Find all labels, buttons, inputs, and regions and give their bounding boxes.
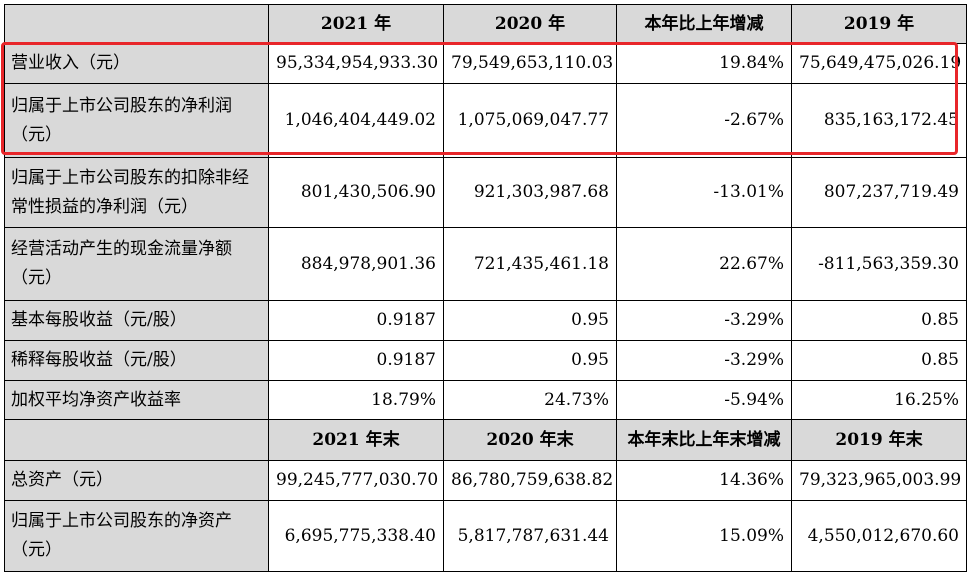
cell-value: 6,695,775,338.40	[268, 500, 444, 572]
cell-value: 0.9187	[268, 300, 444, 341]
financial-summary-table: 2021 年 2020 年 本年比上年增减 2019 年 营业收入（元） 95,…	[4, 4, 967, 572]
cell-value: 19.84%	[616, 43, 792, 84]
header-row-year-end: 2021 年末 2020 年末 本年末比上年末增减 2019 年末	[4, 419, 967, 461]
table-row: 营业收入（元） 95,334,954,933.30 79,549,653,110…	[4, 43, 967, 84]
cell-value: 0.95	[443, 300, 617, 341]
row-label: 基本每股收益（元/股）	[4, 300, 269, 341]
header-2021: 2021 年	[268, 4, 444, 44]
table-row: 归属于上市公司股东的扣除非经常性损益的净利润（元） 801,430,506.90…	[4, 157, 967, 228]
row-label: 归属于上市公司股东的净利润（元）	[4, 83, 269, 158]
header-change: 本年比上年增减	[616, 4, 792, 44]
cell-value: 1,046,404,449.02	[268, 83, 444, 158]
table-row: 归属于上市公司股东的净资产（元） 6,695,775,338.40 5,817,…	[4, 500, 967, 572]
cell-value: 22.67%	[616, 227, 792, 301]
cell-value: 921,303,987.68	[443, 157, 617, 228]
row-label: 经营活动产生的现金流量净额（元）	[4, 227, 269, 301]
header-corner	[4, 4, 269, 44]
table-row: 加权平均净资产收益率 18.79% 24.73% -5.94% 16.25%	[4, 380, 967, 420]
cell-value: 79,549,653,110.03	[443, 43, 617, 84]
table-row: 归属于上市公司股东的净利润（元） 1,046,404,449.02 1,075,…	[4, 83, 967, 158]
cell-value: 18.79%	[268, 380, 444, 420]
cell-value: -13.01%	[616, 157, 792, 228]
cell-value: 24.73%	[443, 380, 617, 420]
cell-value: 1,075,069,047.77	[443, 83, 617, 158]
table-row: 经营活动产生的现金流量净额（元） 884,978,901.36 721,435,…	[4, 227, 967, 301]
cell-value: -5.94%	[616, 380, 792, 420]
header-2019-end: 2019 年末	[791, 419, 967, 461]
cell-value: 15.09%	[616, 500, 792, 572]
cell-value: 807,237,719.49	[791, 157, 967, 228]
cell-value: 99,245,777,030.70	[268, 460, 444, 501]
cell-value: 0.85	[791, 340, 967, 381]
cell-value: 5,817,787,631.44	[443, 500, 617, 572]
cell-value: 4,550,012,670.60	[791, 500, 967, 572]
header-2019: 2019 年	[791, 4, 967, 44]
cell-value: -3.29%	[616, 340, 792, 381]
header-2021-end: 2021 年末	[268, 419, 444, 461]
cell-value: 16.25%	[791, 380, 967, 420]
cell-value: 86,780,759,638.82	[443, 460, 617, 501]
cell-value: 801,430,506.90	[268, 157, 444, 228]
row-label: 稀释每股收益（元/股）	[4, 340, 269, 381]
row-label: 营业收入（元）	[4, 43, 269, 84]
cell-value: 14.36%	[616, 460, 792, 501]
header-corner-2	[4, 419, 269, 461]
header-2020-end: 2020 年末	[443, 419, 617, 461]
cell-value: -2.67%	[616, 83, 792, 158]
cell-value: 884,978,901.36	[268, 227, 444, 301]
cell-value: 721,435,461.18	[443, 227, 617, 301]
table-row: 稀释每股收益（元/股） 0.9187 0.95 -3.29% 0.85	[4, 340, 967, 381]
row-label: 加权平均净资产收益率	[4, 380, 269, 420]
cell-value: -811,563,359.30	[791, 227, 967, 301]
cell-value: 0.9187	[268, 340, 444, 381]
cell-value: 0.85	[791, 300, 967, 341]
row-label: 归属于上市公司股东的净资产（元）	[4, 500, 269, 572]
row-label: 归属于上市公司股东的扣除非经常性损益的净利润（元）	[4, 157, 269, 228]
cell-value: 0.95	[443, 340, 617, 381]
cell-value: 835,163,172.45	[791, 83, 967, 158]
header-row-year: 2021 年 2020 年 本年比上年增减 2019 年	[4, 4, 967, 44]
table-row: 基本每股收益（元/股） 0.9187 0.95 -3.29% 0.85	[4, 300, 967, 341]
header-change-end: 本年末比上年末增减	[616, 419, 792, 461]
row-label: 总资产（元）	[4, 460, 269, 501]
cell-value: 95,334,954,933.30	[268, 43, 444, 84]
table-row: 总资产（元） 99,245,777,030.70 86,780,759,638.…	[4, 460, 967, 501]
header-2020: 2020 年	[443, 4, 617, 44]
cell-value: -3.29%	[616, 300, 792, 341]
cell-value: 79,323,965,003.99	[791, 460, 967, 501]
cell-value: 75,649,475,026.19	[791, 43, 967, 84]
